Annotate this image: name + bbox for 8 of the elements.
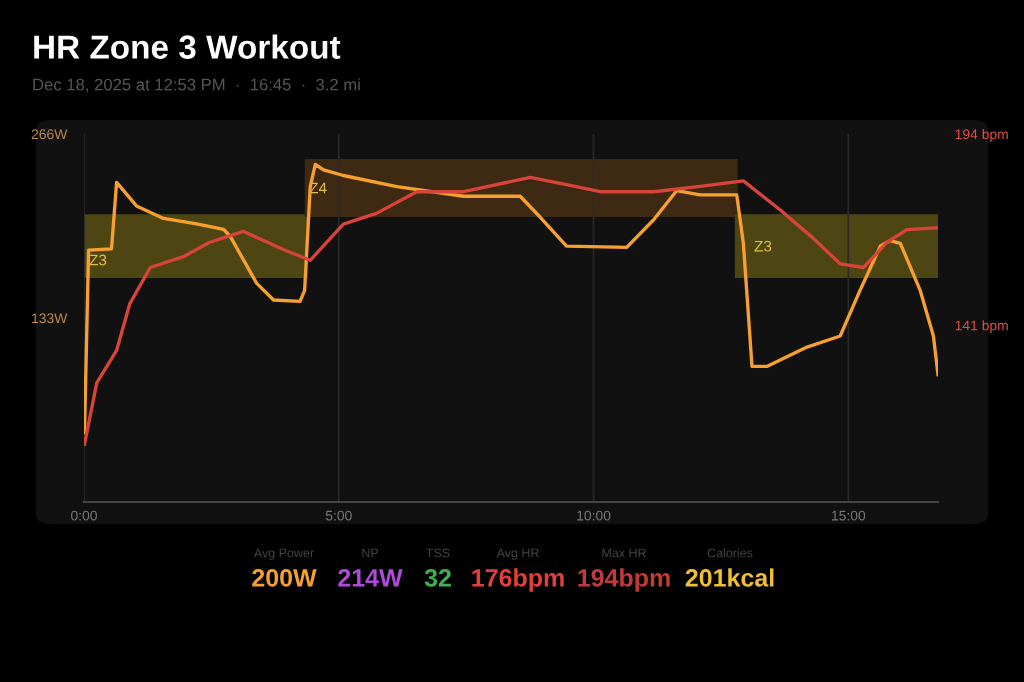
text: 201kcal xyxy=(685,568,774,587)
chart-subtitle: Dec 18, 2025 at 12:53 PM · 16:45 · 3.2 mi xyxy=(33,78,360,93)
text: 214W xyxy=(338,569,403,587)
text: 176bpm xyxy=(472,568,564,592)
text: 200W xyxy=(252,569,317,587)
chart-title: HR Zone 3 Workout xyxy=(34,34,341,59)
text: 194bpm xyxy=(578,568,670,592)
text: 32 xyxy=(424,569,451,587)
